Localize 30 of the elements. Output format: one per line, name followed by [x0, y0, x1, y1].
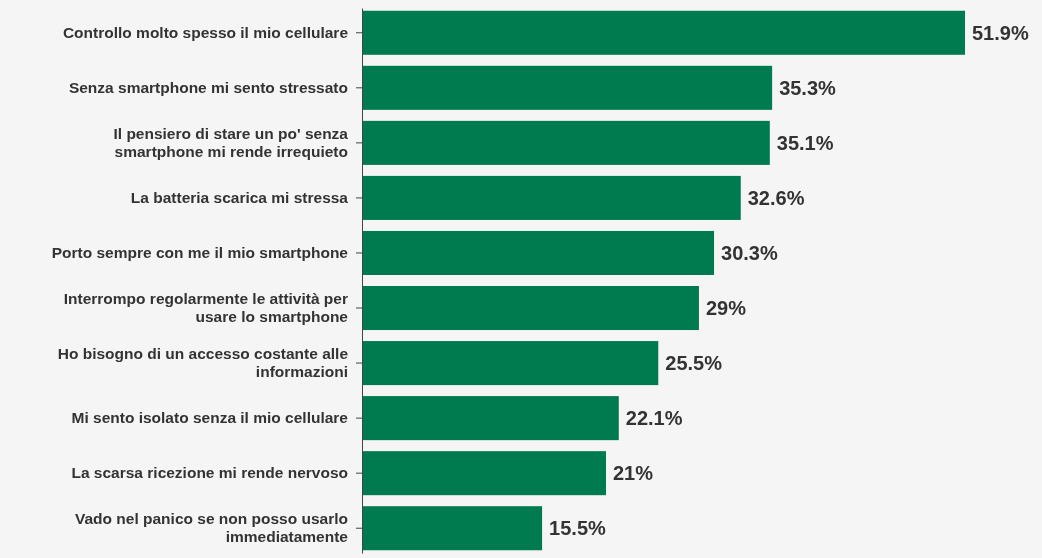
y-tick-label: Porto sempre con me il mio smartphone	[51, 243, 349, 261]
y-tick-label: Interrompo regolarmente le attività per usare lo smartphone	[63, 289, 349, 326]
y-tick-label: Il pensiero di stare un po' senza smartphone mi rende irrequieto	[113, 124, 349, 161]
bar	[362, 506, 543, 551]
data-label: 25.5%	[665, 352, 723, 375]
bar	[362, 120, 770, 165]
y-tick-label: La batteria scarica mi stressa	[130, 188, 349, 206]
data-label: 29%	[705, 297, 747, 320]
data-label: 35.3%	[779, 76, 837, 99]
bar	[362, 341, 659, 386]
bar	[362, 286, 699, 331]
y-tick-label: Vado nel panico se non posso usarlo immediatamente	[74, 509, 349, 546]
data-label: 35.1%	[776, 131, 834, 154]
bar	[362, 230, 715, 275]
bar	[362, 10, 965, 55]
y-tick-label: Mi sento isolato senza il mio cellulare	[71, 409, 349, 427]
data-label: 51.9%	[972, 21, 1029, 44]
bar	[362, 175, 741, 220]
bar	[362, 396, 619, 441]
y-tick-label: Senza smartphone mi sento stressato	[68, 78, 348, 96]
data-label: 21%	[612, 462, 654, 485]
y-tick-label: Controllo molto spesso il mio cellulare	[62, 23, 349, 41]
data-label: 15.5%	[549, 517, 607, 540]
y-tick-label: La scarsa ricezione mi rende nervoso	[71, 464, 348, 482]
data-label: 32.6%	[747, 186, 805, 209]
y-tick-label: Ho bisogno di un accesso costante alle informazioni	[57, 344, 349, 381]
data-label: 30.3%	[721, 241, 778, 264]
bar	[362, 65, 773, 110]
bar	[362, 451, 606, 496]
data-label: 22.1%	[625, 407, 683, 430]
